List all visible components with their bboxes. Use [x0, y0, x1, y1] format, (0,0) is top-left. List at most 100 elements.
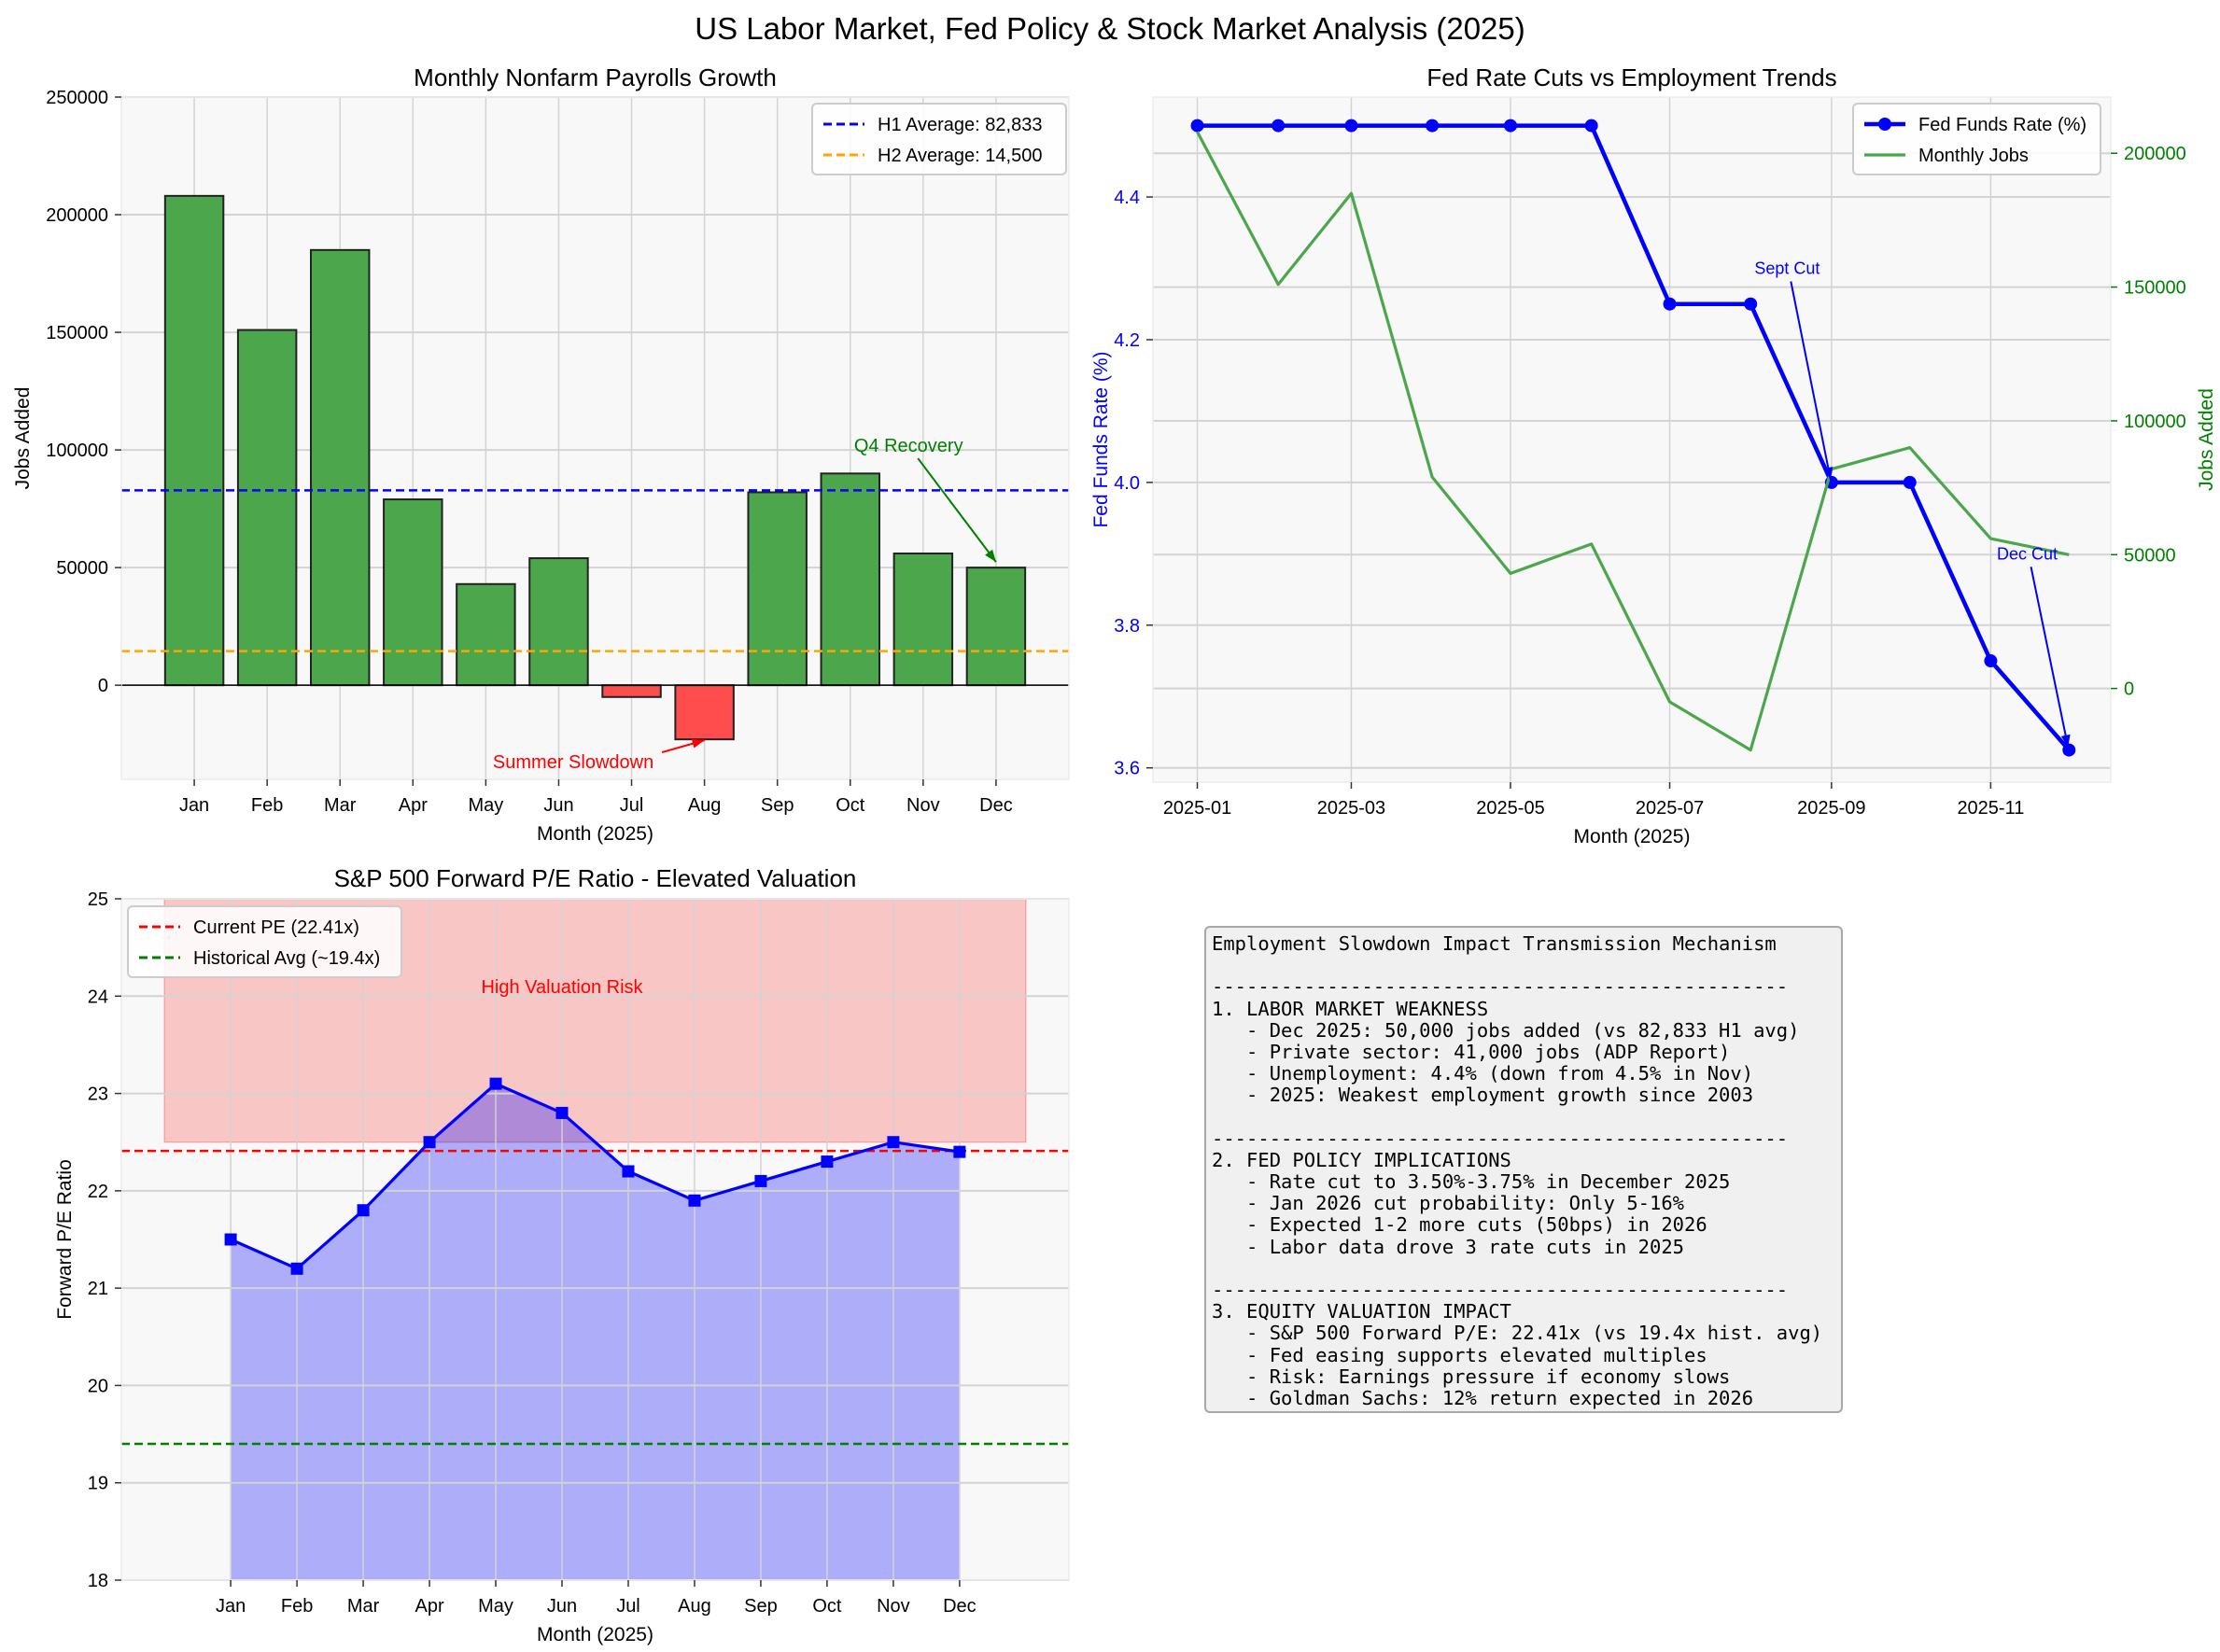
annotation-text: Q4 Recovery — [854, 436, 963, 456]
legend-entry: H2 Average: 14,500 — [823, 146, 1042, 166]
data-point-2025-05 — [1504, 119, 1518, 133]
data-point-2025-06 — [1584, 119, 1598, 133]
y-tick-label: 23 — [88, 1085, 108, 1105]
bar-jan — [163, 194, 225, 687]
x-tick-label: Feb — [251, 795, 283, 816]
x-tick-label: Sep — [744, 1596, 778, 1617]
legend-label: Historical Avg (~19.4x) — [193, 948, 380, 969]
data-point-2025-04 — [1426, 119, 1440, 133]
info-line: - Dec 2025: 50,000 jobs added (vs 82,833… — [1212, 1018, 1800, 1042]
x-tick-label: Jan — [216, 1596, 246, 1617]
x-tick-label: Oct — [812, 1596, 842, 1617]
info-line: 3. EQUITY VALUATION IMPACT — [1212, 1300, 1511, 1323]
annotation-text: Summer Slowdown — [493, 752, 653, 773]
monthly-jobs-series-line — [1196, 131, 2070, 752]
legend-label: Monthly Jobs — [1918, 146, 2029, 166]
y-axis-label-right: Jobs Added — [2196, 388, 2217, 491]
data-point-2025-11 — [1984, 654, 1998, 668]
y-tick-label: 21 — [88, 1279, 108, 1299]
annotation-arrow-line — [2030, 567, 2070, 748]
x-tick-label: Oct — [836, 795, 865, 816]
data-point-2025-03 — [1344, 119, 1358, 133]
legend-entry: Fed Funds Rate (%) — [1864, 115, 2087, 135]
bar-nov — [892, 553, 954, 687]
y-axis-label: Forward P/E Ratio — [54, 1159, 76, 1320]
chart-title: Monthly Nonfarm Payrolls Growth — [414, 63, 777, 91]
data-point-jul — [622, 1165, 635, 1178]
info-divider: ----------------------------------------… — [1212, 1127, 1789, 1150]
plot-border — [120, 96, 1070, 780]
info-box: Employment Slowdown Impact Transmission … — [1204, 926, 1843, 1413]
x-tick-label: Aug — [688, 795, 722, 816]
data-point-mar — [357, 1204, 370, 1217]
x-tick-label: Mar — [324, 795, 357, 816]
x-tick-label: Jan — [179, 795, 209, 816]
y-tick-label: 0 — [98, 676, 108, 696]
x-axis-label: Month (2025) — [537, 1624, 653, 1645]
annotation-arrow-head — [691, 738, 705, 749]
annotation-arrow-head — [985, 549, 996, 563]
y-tick-label-right: 150000 — [2124, 278, 2186, 299]
info-line: 2. FED POLICY IMPLICATIONS — [1212, 1148, 1511, 1171]
fed-funds-rate-series-line — [1197, 123, 2071, 752]
x-tick-label: Apr — [399, 795, 428, 816]
info-divider: ----------------------------------------… — [1212, 975, 1789, 999]
x-tick-label: May — [478, 1596, 513, 1617]
x-tick-label: Aug — [678, 1596, 711, 1617]
bar-mar — [310, 248, 371, 687]
y-tick-label-left: 4.4 — [1114, 188, 1140, 208]
bar-sep — [747, 491, 808, 687]
info-line: - Fed easing supports elevated multiples — [1212, 1343, 1707, 1366]
x-tick-label: Sep — [761, 795, 794, 816]
x-tick-label: Jul — [616, 1596, 640, 1617]
info-line — [1212, 1258, 1841, 1280]
data-point-2025-02 — [1272, 119, 1286, 133]
legend-entry: Monthly Jobs — [1864, 146, 2029, 166]
y-tick-label: 25 — [88, 889, 108, 910]
data-point-2025-10 — [1903, 475, 1917, 489]
y-tick-label-left: 3.6 — [1114, 759, 1140, 779]
x-tick-label: Feb — [281, 1596, 313, 1617]
legend-box — [1852, 103, 2101, 175]
y-tick-label: 18 — [88, 1571, 108, 1591]
info-line: - Goldman Sachs: 12% return expected in … — [1212, 1386, 1754, 1409]
y-tick-label-left: 4.2 — [1114, 330, 1140, 351]
data-point-feb — [290, 1262, 303, 1275]
info-line: - Rate cut to 3.50%-3.75% in December 20… — [1212, 1170, 1731, 1194]
legend-box — [811, 103, 1067, 175]
pe-line — [230, 1082, 961, 1271]
y-tick-label: 19 — [88, 1474, 108, 1494]
info-box-title: Employment Slowdown Impact Transmission … — [1212, 932, 1777, 955]
x-tick-label: 2025-07 — [1636, 798, 1704, 819]
annotation-arrow-head — [1823, 467, 1834, 480]
x-tick-label: 2025-11 — [1957, 798, 2024, 819]
annotation-arrow-line — [1790, 281, 1832, 481]
x-tick-label: 2025-05 — [1476, 798, 1544, 819]
x-tick-label: May — [468, 795, 503, 816]
y-tick-label: 250000 — [46, 88, 108, 108]
data-point-may — [489, 1077, 502, 1090]
bar-oct — [820, 472, 880, 687]
y-axis-label-left: Fed Funds Rate (%) — [1090, 351, 1112, 527]
chart-title: S&P 500 Forward P/E Ratio - Elevated Val… — [334, 864, 857, 892]
x-tick-label: Dec — [979, 795, 1013, 816]
x-tick-label: 2025-09 — [1797, 798, 1865, 819]
y-tick-label: 100000 — [46, 441, 108, 461]
x-axis-label: Month (2025) — [1574, 826, 1691, 847]
legend-label: H2 Average: 14,500 — [878, 146, 1042, 166]
legend-entry: Historical Avg (~19.4x) — [139, 948, 380, 969]
bar-aug — [674, 684, 735, 741]
x-tick-label: Jun — [543, 795, 573, 816]
plot-area — [121, 899, 1069, 1580]
legend-label: Fed Funds Rate (%) — [1918, 115, 2087, 135]
annotation-text: High Valuation Risk — [481, 977, 643, 998]
x-tick-label: Jun — [547, 1596, 577, 1617]
y-tick-label: 22 — [88, 1182, 108, 1202]
info-line: - Labor data drove 3 rate cuts in 2025 — [1212, 1235, 1685, 1258]
bar-jun — [528, 557, 589, 687]
legend-marker — [1878, 118, 1891, 131]
y-tick-label-right: 0 — [2124, 679, 2134, 700]
data-point-nov — [887, 1136, 900, 1149]
